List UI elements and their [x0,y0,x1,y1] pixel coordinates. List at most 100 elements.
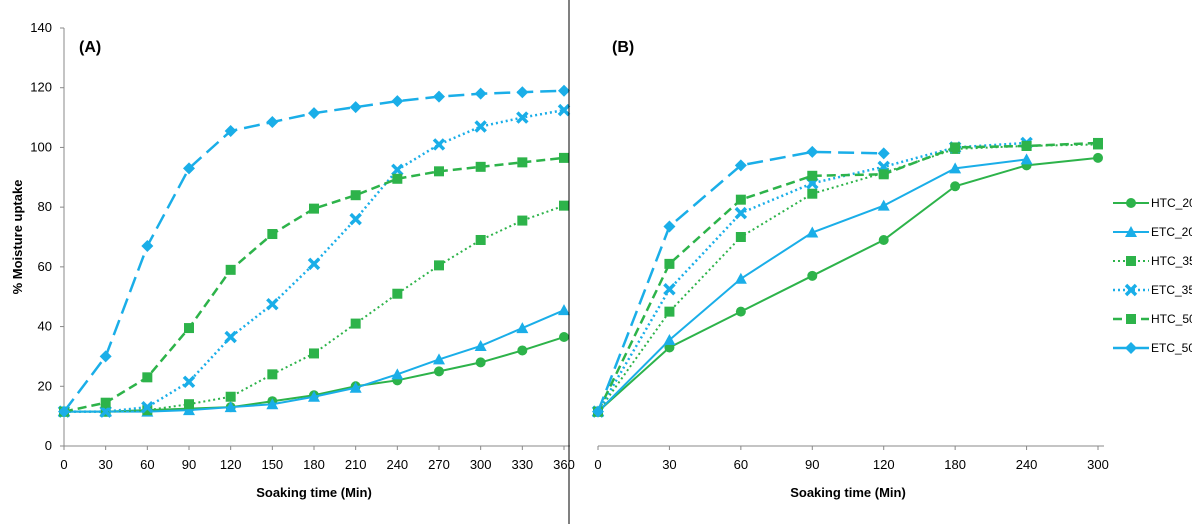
legend-marker [1126,256,1136,266]
data-point [807,170,818,181]
x-tick-label: 120 [220,457,242,472]
data-point [99,405,112,418]
data-point [735,194,746,205]
series-line [596,141,1099,413]
data-point [349,381,362,393]
x-tick-label: 30 [662,457,676,472]
data-point [350,190,361,201]
y-tick-label: 40 [38,319,52,334]
data-point [433,353,445,365]
data-point [349,101,362,114]
x-tick-label: 60 [734,457,748,472]
y-tick-label: 80 [38,199,52,214]
data-point [949,162,962,174]
legend-marker [1124,283,1138,297]
data-point [58,405,70,418]
data-point [559,152,569,163]
data-point [806,145,819,158]
x-tick-label: 240 [1016,457,1038,472]
panel-b: 0 30 60 90 120 180 240 300 Soaking time (Min) (B) [591,39,1109,500]
legend-marker [1126,198,1136,208]
data-point [950,142,961,153]
series-line [597,156,1099,413]
data-point [349,212,362,226]
data-point [309,348,319,359]
series-etc-35-c [57,103,571,418]
data-point [391,163,404,177]
legend-label: HTC_20°C [1151,196,1192,210]
data-point [559,200,569,211]
x-axis-title: Soaking time (Min) [790,485,906,500]
x-tick-label: 30 [98,457,112,472]
series-line [64,204,565,413]
x-tick-label: 210 [345,457,367,472]
data-point [182,375,196,389]
x-tick-label: 60 [140,457,154,472]
data-point [557,103,571,117]
panel-label: (A) [79,39,101,56]
y-tick-label: 20 [38,378,52,393]
panel-label: (B) [612,39,634,56]
data-point [517,215,528,226]
data-point [99,350,112,363]
legend-item: HTC_20°C [1113,196,1192,210]
legend-item: ETC_35°C [1113,283,1192,297]
data-point [141,239,154,252]
data-point [807,270,818,281]
data-point [558,304,570,316]
data-point [309,203,319,214]
x-tick-label: 0 [594,457,601,472]
data-point [350,318,361,329]
x-tick-label: 240 [386,457,408,472]
data-point [225,391,236,402]
data-point [266,116,279,129]
data-point [592,405,604,418]
x-tick-label: 150 [261,457,283,472]
data-point [663,283,676,296]
legend-marker [1125,342,1137,354]
data-point [100,397,111,408]
data-point [663,220,676,233]
series-htc-50-c [593,137,1103,417]
data-point [434,260,444,271]
data-point [183,404,195,416]
series-htc-20-c [59,332,569,417]
series-line [63,89,565,413]
data-point [392,173,403,184]
data-point [516,111,529,124]
y-tick-label: 100 [30,139,52,154]
data-point [474,120,487,133]
y-tick-label: 0 [45,438,52,453]
data-point [806,226,819,238]
x-tick-label: 270 [428,457,450,472]
y-axis-title: % Moisture uptake [10,180,25,295]
y-tick-label: 120 [30,80,52,95]
y-tick-label: 140 [30,20,52,35]
data-point [434,166,444,177]
data-point [664,306,675,317]
data-point [141,400,154,414]
data-point [432,138,446,151]
data-point [225,264,236,275]
data-point [184,399,194,410]
legend-label: HTC_50°C [1151,312,1192,326]
series-etc-50-c [592,145,890,418]
legend-item: HTC_35°C [1113,254,1192,268]
data-point [267,229,278,240]
x-tick-label: 120 [873,457,895,472]
x-tick-label: 300 [470,457,492,472]
data-point [1020,153,1033,165]
series-line [597,143,1099,413]
series-etc-20-c [58,304,570,417]
data-point [391,95,404,108]
data-point [734,206,748,220]
legend-marker [1125,226,1137,237]
series-line [63,156,565,413]
data-point [266,297,279,311]
data-point [433,90,445,103]
data-point [878,169,889,180]
legend-label: ETC_20°C [1151,225,1192,239]
data-point [807,188,818,199]
data-point [558,84,570,97]
